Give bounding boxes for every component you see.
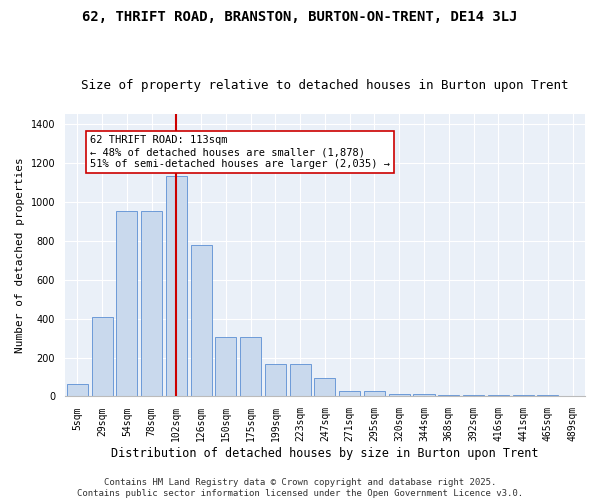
- Bar: [364, 390, 385, 396]
- Bar: [413, 394, 434, 396]
- Bar: [92, 316, 113, 396]
- X-axis label: Distribution of detached houses by size in Burton upon Trent: Distribution of detached houses by size …: [111, 447, 539, 460]
- Bar: [67, 384, 88, 396]
- Bar: [240, 337, 261, 396]
- Bar: [538, 394, 559, 396]
- Bar: [339, 390, 360, 396]
- Bar: [116, 212, 137, 396]
- Bar: [314, 378, 335, 396]
- Bar: [141, 212, 162, 396]
- Bar: [389, 394, 410, 396]
- Y-axis label: Number of detached properties: Number of detached properties: [15, 158, 25, 353]
- Bar: [215, 337, 236, 396]
- Title: Size of property relative to detached houses in Burton upon Trent: Size of property relative to detached ho…: [81, 79, 569, 92]
- Bar: [265, 364, 286, 396]
- Text: Contains HM Land Registry data © Crown copyright and database right 2025.
Contai: Contains HM Land Registry data © Crown c…: [77, 478, 523, 498]
- Bar: [166, 176, 187, 396]
- Bar: [290, 364, 311, 396]
- Bar: [512, 394, 533, 396]
- Bar: [438, 394, 460, 396]
- Bar: [463, 394, 484, 396]
- Bar: [488, 394, 509, 396]
- Text: 62, THRIFT ROAD, BRANSTON, BURTON-ON-TRENT, DE14 3LJ: 62, THRIFT ROAD, BRANSTON, BURTON-ON-TRE…: [82, 10, 518, 24]
- Text: 62 THRIFT ROAD: 113sqm
← 48% of detached houses are smaller (1,878)
51% of semi-: 62 THRIFT ROAD: 113sqm ← 48% of detached…: [89, 136, 389, 168]
- Bar: [191, 244, 212, 396]
